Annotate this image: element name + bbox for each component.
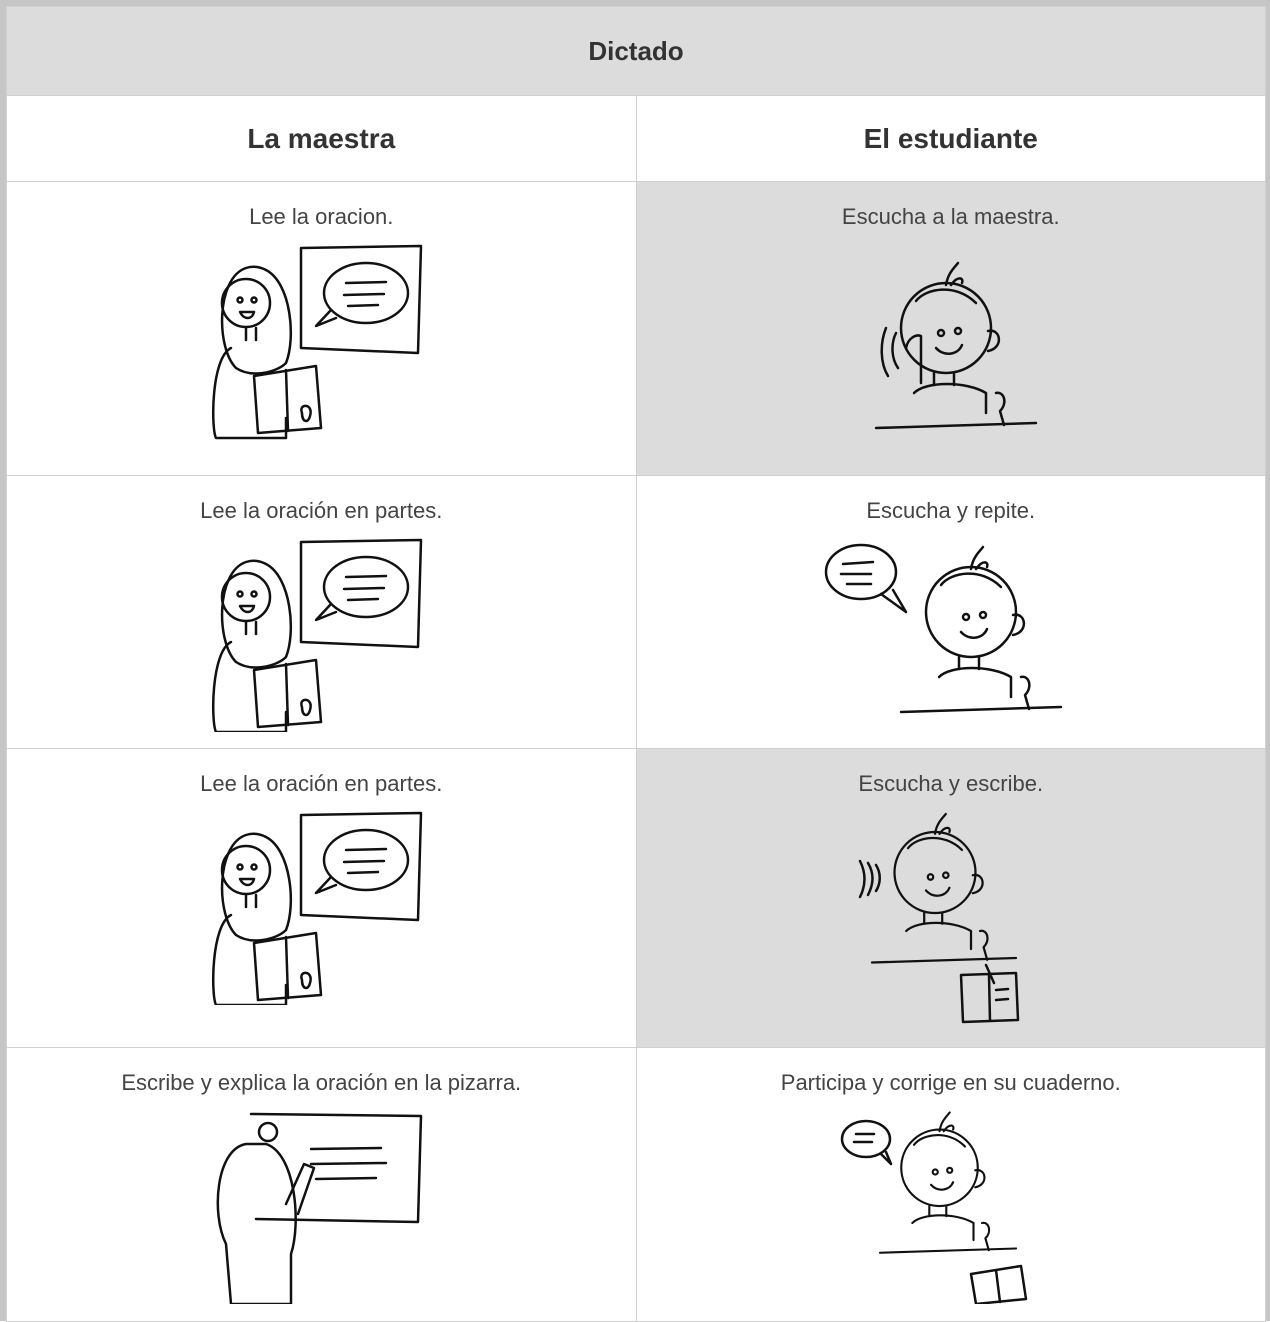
cell: Escribe y explica la oración en la pizar… [6,1047,637,1322]
student-illustration [858,812,1019,1024]
dictation-table: Dictado La maestra El estudiante Lee la … [6,6,1266,1322]
cell-text: Escucha y repite. [866,498,1036,523]
cell-text: Lee la oracion. [249,204,394,229]
cell: Lee la oración en partes. [6,748,637,1048]
cell: Escucha y repite. [635,475,1266,749]
teacher-illustration [216,1112,423,1304]
cell-text: Escucha y escribe. [858,771,1044,796]
teacher-illustration [212,244,423,440]
column-header: El estudiante [635,95,1266,182]
teacher-illustration [212,811,423,1005]
cell-text: Lee la oración en partes. [200,498,443,523]
cell-text: Participa y corrige en su cuaderno. [780,1070,1121,1095]
student-illustration [840,1111,1027,1304]
cell: Participa y corrige en su cuaderno. [635,1047,1266,1322]
teacher-illustration [212,538,423,732]
cell: Escucha a la maestra. [635,181,1266,476]
cell: Lee la oración en partes. [6,475,637,749]
table-title: Dictado [6,6,1266,96]
cell-text: Lee la oración en partes. [200,771,443,796]
cell: Escucha y escribe. [635,748,1266,1048]
student-illustration [874,261,1037,430]
cell-text: Escucha a la maestra. [841,204,1060,229]
cell-text: Escribe y explica la oración en la pizar… [121,1070,522,1095]
student-illustration [824,543,1062,714]
cell: Lee la oracion. [6,181,637,476]
column-header: La maestra [6,95,637,182]
